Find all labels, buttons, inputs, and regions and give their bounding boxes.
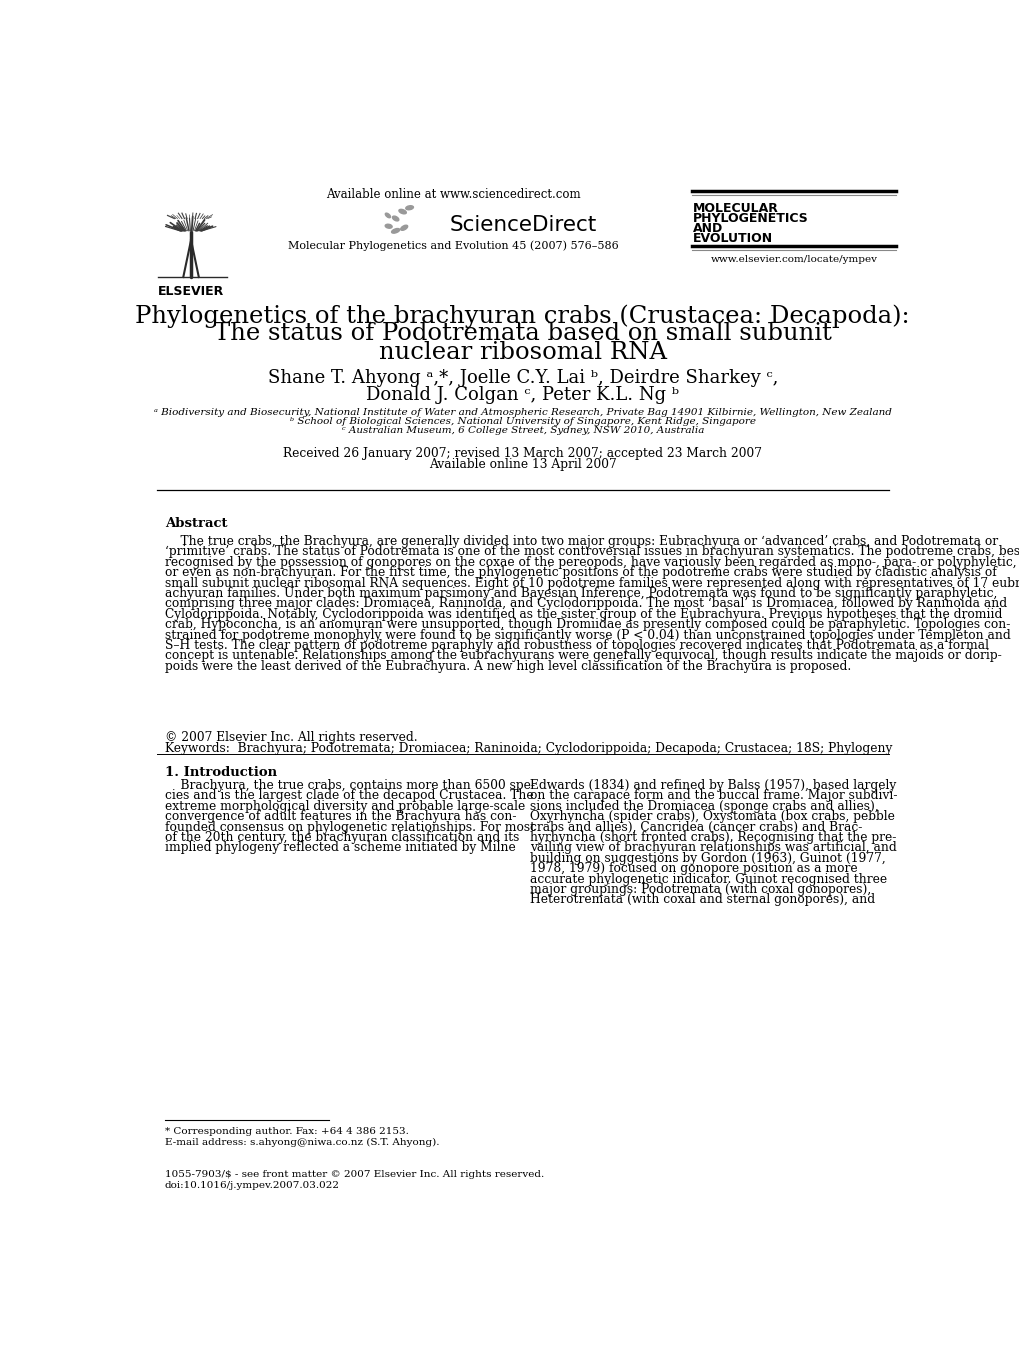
Text: concept is untenable. Relationships among the eubrachyurans were generally equiv: concept is untenable. Relationships amon… xyxy=(164,650,1001,662)
Text: nuclear ribosomal RNA: nuclear ribosomal RNA xyxy=(378,341,666,364)
Text: Received 26 January 2007; revised 13 March 2007; accepted 23 March 2007: Received 26 January 2007; revised 13 Mar… xyxy=(283,447,761,461)
Text: implied phylogeny reflected a scheme initiated by Milne: implied phylogeny reflected a scheme ini… xyxy=(164,841,515,855)
Text: The status of Podotremata based on small subunit: The status of Podotremata based on small… xyxy=(214,322,830,345)
Text: of the 20th century, the brachyuran classification and its: of the 20th century, the brachyuran clas… xyxy=(164,832,519,844)
Text: poids were the least derived of the Eubrachyura. A new high level classification: poids were the least derived of the Eubr… xyxy=(164,659,850,673)
Text: crab, Hypoconcha, is an anomuran were unsupported, though Dromiidae as presently: crab, Hypoconcha, is an anomuran were un… xyxy=(164,618,1009,631)
Text: ᶜ Australian Museum, 6 College Street, Sydney, NSW 2010, Australia: ᶜ Australian Museum, 6 College Street, S… xyxy=(341,427,703,435)
Text: © 2007 Elsevier Inc. All rights reserved.: © 2007 Elsevier Inc. All rights reserved… xyxy=(164,731,417,745)
Text: 1978, 1979) focused on gonopore position as a more: 1978, 1979) focused on gonopore position… xyxy=(530,862,857,875)
Text: S–H tests. The clear pattern of podotreme paraphyly and robustness of topologies: S–H tests. The clear pattern of podotrem… xyxy=(164,639,987,652)
Text: building on suggestions by Gordon (1963), Guinot (1977,: building on suggestions by Gordon (1963)… xyxy=(530,852,886,864)
Text: ᵇ School of Biological Sciences, National University of Singapore, Kent Ridge, S: ᵇ School of Biological Sciences, Nationa… xyxy=(289,417,755,427)
Text: AND: AND xyxy=(693,222,722,235)
Text: comprising three major clades: Dromiacea, Raninoida, and Cyclodorippoida. The mo: comprising three major clades: Dromiacea… xyxy=(164,598,1006,610)
Ellipse shape xyxy=(385,213,390,217)
Ellipse shape xyxy=(385,224,391,228)
Text: Available online 13 April 2007: Available online 13 April 2007 xyxy=(428,458,616,472)
Text: Donald J. Colgan ᶜ, Peter K.L. Ng ᵇ: Donald J. Colgan ᶜ, Peter K.L. Ng ᵇ xyxy=(366,386,679,404)
Text: Abstract: Abstract xyxy=(164,518,227,530)
Text: Shane T. Ahyong ᵃ,*, Joelle C.Y. Lai ᵇ, Deirdre Sharkey ᶜ,: Shane T. Ahyong ᵃ,*, Joelle C.Y. Lai ᵇ, … xyxy=(267,370,777,387)
Text: doi:10.1016/j.ympev.2007.03.022: doi:10.1016/j.ympev.2007.03.022 xyxy=(164,1181,339,1190)
Text: major groupings: Podotremata (with coxal gonopores),: major groupings: Podotremata (with coxal… xyxy=(530,883,871,896)
Text: www.elsevier.com/locate/ympev: www.elsevier.com/locate/ympev xyxy=(710,255,876,265)
Text: * Corresponding author. Fax: +64 4 386 2153.: * Corresponding author. Fax: +64 4 386 2… xyxy=(164,1127,409,1136)
Text: 1. Introduction: 1. Introduction xyxy=(164,766,276,779)
Text: Edwards (1834) and refined by Balss (1957), based largely: Edwards (1834) and refined by Balss (195… xyxy=(530,779,896,792)
Text: sions included the Dromiacea (sponge crabs and allies),: sions included the Dromiacea (sponge cra… xyxy=(530,800,878,813)
Text: EVOLUTION: EVOLUTION xyxy=(693,231,772,245)
Text: Phylogenetics of the brachyuran crabs (Crustacea: Decapoda):: Phylogenetics of the brachyuran crabs (C… xyxy=(136,304,909,328)
Text: vailing view of brachyuran relationships was artificial, and: vailing view of brachyuran relationships… xyxy=(530,841,897,855)
Text: Heterotremata (with coxal and sternal gonopores), and: Heterotremata (with coxal and sternal go… xyxy=(530,893,874,906)
Text: MOLECULAR: MOLECULAR xyxy=(693,201,779,215)
Text: on the carapace form and the buccal frame. Major subdivi-: on the carapace form and the buccal fram… xyxy=(530,790,897,802)
Text: Keywords:  Brachyura; Podotremata; Dromiacea; Raninoida; Cyclodorippoida; Decapo: Keywords: Brachyura; Podotremata; Dromia… xyxy=(164,742,892,756)
Text: 1055-7903/$ - see front matter © 2007 Elsevier Inc. All rights reserved.: 1055-7903/$ - see front matter © 2007 El… xyxy=(164,1170,543,1180)
Text: achyuran families. Under both maximum parsimony and Bayesian Inference, Podotrem: achyuran families. Under both maximum pa… xyxy=(164,587,997,599)
Text: accurate phylogenetic indicator. Guinot recognised three: accurate phylogenetic indicator. Guinot … xyxy=(530,872,887,886)
Text: founded consensus on phylogenetic relationships. For most: founded consensus on phylogenetic relati… xyxy=(164,821,534,833)
Text: Molecular Phylogenetics and Evolution 45 (2007) 576–586: Molecular Phylogenetics and Evolution 45… xyxy=(287,241,618,250)
Ellipse shape xyxy=(406,205,413,209)
Text: The true crabs, the Brachyura, are generally divided into two major groups: Eubr: The true crabs, the Brachyura, are gener… xyxy=(164,535,997,548)
Text: ‘primitive’ crabs. The status of Podotremata is one of the most controversial is: ‘primitive’ crabs. The status of Podotre… xyxy=(164,545,1019,559)
Text: ScienceDirect: ScienceDirect xyxy=(449,216,596,235)
Ellipse shape xyxy=(400,226,408,230)
Text: or even as non-brachyuran. For the first time, the phylogenetic positions of the: or even as non-brachyuran. For the first… xyxy=(164,567,996,579)
Text: PHYLOGENETICS: PHYLOGENETICS xyxy=(693,212,808,224)
Text: hyrhyncha (short fronted crabs). Recognising that the pre-: hyrhyncha (short fronted crabs). Recogni… xyxy=(530,832,896,844)
Text: small subunit nuclear ribosomal RNA sequences. Eight of 10 podotreme families we: small subunit nuclear ribosomal RNA sequ… xyxy=(164,576,1019,590)
Text: extreme morphological diversity and probable large-scale: extreme morphological diversity and prob… xyxy=(164,800,525,813)
Text: cies and is the largest clade of the decapod Crustacea. The: cies and is the largest clade of the dec… xyxy=(164,790,533,802)
Text: Cylodorippoida. Notably, Cyclodorippoida was identified as the sister group of t: Cylodorippoida. Notably, Cyclodorippoida… xyxy=(164,607,1001,621)
Text: Oxyrhyncha (spider crabs), Oxystomata (box crabs, pebble: Oxyrhyncha (spider crabs), Oxystomata (b… xyxy=(530,810,895,824)
Text: E-mail address: s.ahyong@niwa.co.nz (S.T. Ahyong).: E-mail address: s.ahyong@niwa.co.nz (S.T… xyxy=(164,1137,439,1147)
Text: ELSEVIER: ELSEVIER xyxy=(158,285,224,298)
Text: convergence of adult features in the Brachyura has con-: convergence of adult features in the Bra… xyxy=(164,810,516,824)
Text: crabs and allies), Cancridea (cancer crabs) and Brac-: crabs and allies), Cancridea (cancer cra… xyxy=(530,821,862,833)
Ellipse shape xyxy=(392,216,398,222)
Text: Available online at www.sciencedirect.com: Available online at www.sciencedirect.co… xyxy=(325,188,580,201)
Text: strained for podotreme monophyly were found to be significantly worse (P < 0.04): strained for podotreme monophyly were fo… xyxy=(164,629,1010,641)
Text: ᵃ Biodiversity and Biosecurity, National Institute of Water and Atmospheric Rese: ᵃ Biodiversity and Biosecurity, National… xyxy=(154,408,891,417)
Text: Brachyura, the true crabs, contains more than 6500 spe-: Brachyura, the true crabs, contains more… xyxy=(164,779,534,792)
Ellipse shape xyxy=(391,228,399,234)
Ellipse shape xyxy=(398,209,406,213)
Text: recognised by the possession of gonopores on the coxae of the pereopods, have va: recognised by the possession of gonopore… xyxy=(164,556,1015,569)
